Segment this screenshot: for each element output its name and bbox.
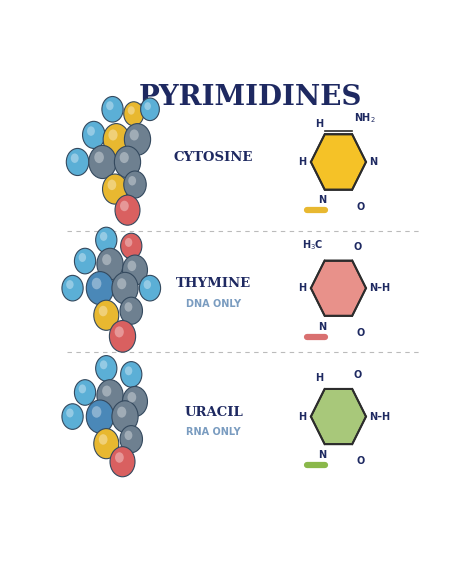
Circle shape xyxy=(108,179,116,190)
Circle shape xyxy=(120,201,129,211)
Circle shape xyxy=(139,275,161,301)
Text: O: O xyxy=(356,202,365,212)
Circle shape xyxy=(96,355,117,381)
Circle shape xyxy=(79,385,86,393)
Text: O: O xyxy=(354,242,362,251)
Text: H: H xyxy=(298,412,306,421)
Circle shape xyxy=(89,145,116,178)
Text: N: N xyxy=(369,157,377,167)
Circle shape xyxy=(120,297,143,324)
Circle shape xyxy=(97,248,123,280)
Circle shape xyxy=(125,431,132,440)
Circle shape xyxy=(121,362,142,387)
Circle shape xyxy=(114,146,141,178)
Circle shape xyxy=(124,171,146,198)
Circle shape xyxy=(109,129,118,140)
Text: N–H: N–H xyxy=(369,283,390,293)
Circle shape xyxy=(74,380,96,405)
Circle shape xyxy=(128,106,135,114)
Circle shape xyxy=(94,428,119,459)
Circle shape xyxy=(87,126,95,136)
Circle shape xyxy=(125,238,132,247)
Circle shape xyxy=(92,406,101,417)
Circle shape xyxy=(117,407,126,417)
Text: N: N xyxy=(318,450,326,460)
Text: N: N xyxy=(318,321,326,332)
Circle shape xyxy=(99,306,108,316)
Circle shape xyxy=(109,320,136,352)
Text: PYRIMIDINES: PYRIMIDINES xyxy=(138,85,362,112)
Circle shape xyxy=(115,327,124,338)
Circle shape xyxy=(100,232,107,241)
Circle shape xyxy=(119,152,129,163)
Circle shape xyxy=(66,280,73,289)
Circle shape xyxy=(103,124,129,155)
Text: H: H xyxy=(315,373,323,383)
Circle shape xyxy=(96,227,117,253)
Circle shape xyxy=(102,97,123,122)
Circle shape xyxy=(94,152,104,163)
Circle shape xyxy=(102,174,128,204)
Text: RNA ONLY: RNA ONLY xyxy=(186,427,241,437)
Text: O: O xyxy=(354,370,362,380)
Circle shape xyxy=(125,302,132,312)
Text: N: N xyxy=(318,196,326,205)
Circle shape xyxy=(66,408,73,417)
Text: NH$_2$: NH$_2$ xyxy=(354,112,375,125)
Circle shape xyxy=(124,102,144,126)
Circle shape xyxy=(82,121,105,148)
Text: N–H: N–H xyxy=(369,412,390,421)
Text: H$_3$C: H$_3$C xyxy=(302,237,323,251)
Circle shape xyxy=(74,248,96,274)
Text: H: H xyxy=(298,157,306,167)
Circle shape xyxy=(115,195,140,225)
Circle shape xyxy=(97,380,123,411)
Circle shape xyxy=(86,271,114,305)
Circle shape xyxy=(128,392,136,402)
Circle shape xyxy=(128,176,136,186)
Circle shape xyxy=(99,434,108,444)
Circle shape xyxy=(102,385,111,397)
Text: CYTOSINE: CYTOSINE xyxy=(174,151,253,164)
Circle shape xyxy=(86,400,114,433)
Circle shape xyxy=(120,426,143,453)
Circle shape xyxy=(112,401,138,432)
Circle shape xyxy=(128,260,136,271)
Circle shape xyxy=(71,154,79,163)
Circle shape xyxy=(122,386,147,416)
Circle shape xyxy=(122,255,147,285)
Polygon shape xyxy=(311,389,366,444)
Circle shape xyxy=(144,280,151,289)
Circle shape xyxy=(100,361,107,369)
Circle shape xyxy=(79,253,86,262)
Circle shape xyxy=(62,275,83,301)
Circle shape xyxy=(125,366,132,375)
Text: H: H xyxy=(298,283,306,293)
Polygon shape xyxy=(311,135,366,190)
Circle shape xyxy=(145,102,151,110)
Circle shape xyxy=(106,101,114,110)
Circle shape xyxy=(92,278,101,289)
Circle shape xyxy=(129,129,139,140)
Circle shape xyxy=(102,254,111,265)
Text: DNA ONLY: DNA ONLY xyxy=(186,298,241,309)
Text: O: O xyxy=(356,328,365,338)
Circle shape xyxy=(62,404,83,430)
Text: O: O xyxy=(356,457,365,466)
Text: THYMINE: THYMINE xyxy=(176,277,251,290)
Circle shape xyxy=(110,447,135,477)
Circle shape xyxy=(124,124,151,155)
Text: H: H xyxy=(315,118,323,128)
Text: URACIL: URACIL xyxy=(184,405,243,419)
Circle shape xyxy=(94,300,119,330)
Circle shape xyxy=(141,98,159,121)
Circle shape xyxy=(117,278,126,289)
Circle shape xyxy=(115,452,124,463)
Polygon shape xyxy=(311,260,366,316)
Circle shape xyxy=(66,148,89,175)
Circle shape xyxy=(112,273,138,304)
Circle shape xyxy=(121,233,142,259)
